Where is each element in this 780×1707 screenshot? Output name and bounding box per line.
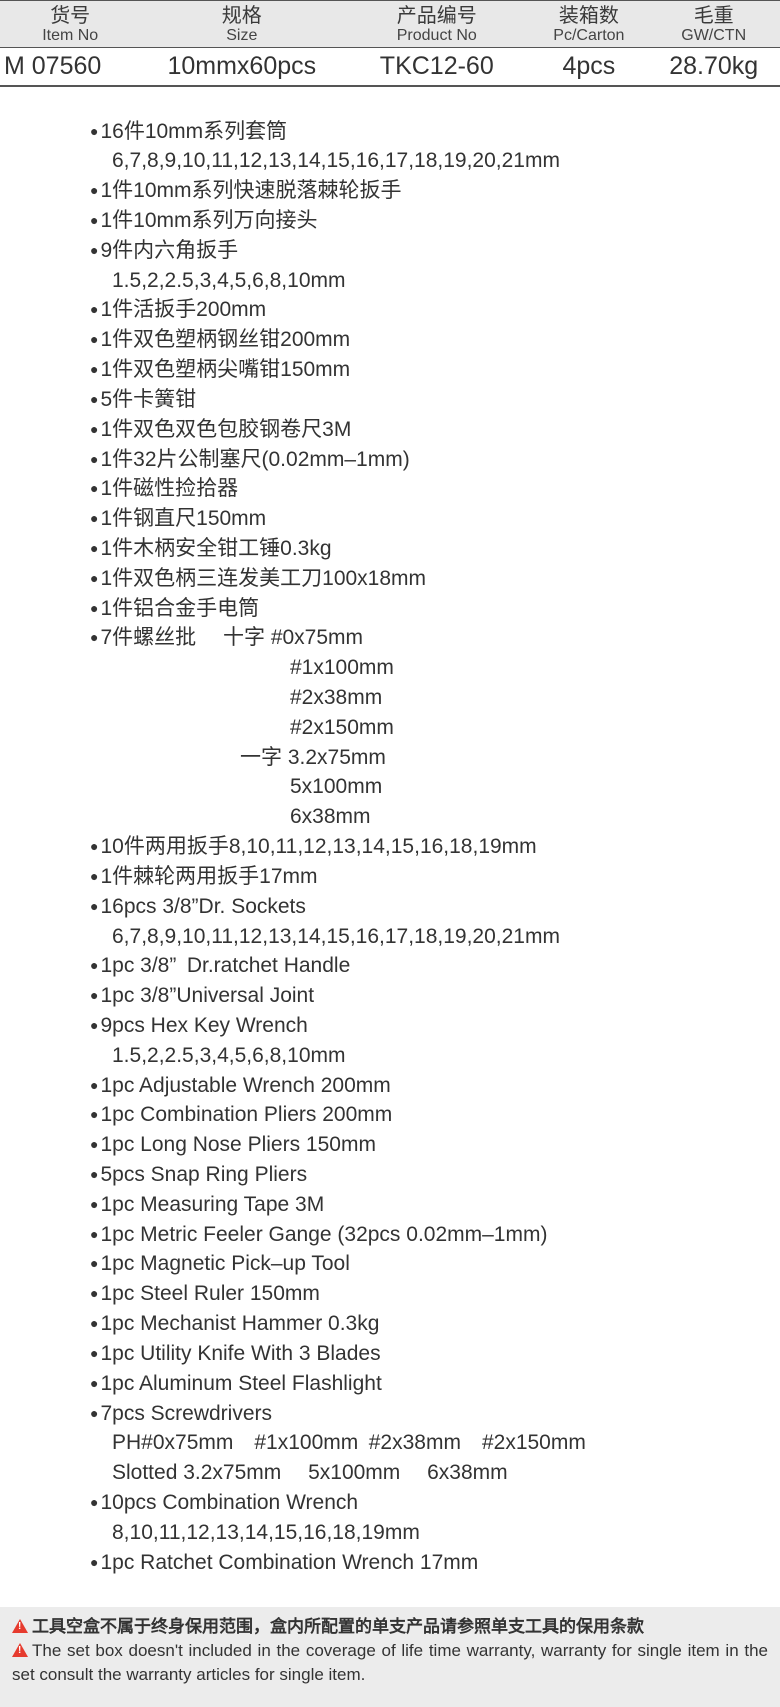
- header-cell: 毛重GW/CTN: [647, 1, 780, 47]
- spec-list: 16件10mm系列套筒6,7,8,9,10,11,12,13,14,15,16,…: [0, 87, 780, 1608]
- spec-line: 1pc Measuring Tape 3M: [90, 1190, 780, 1220]
- spec-line: 1pc 3/8” Dr.ratchet Handle: [90, 951, 780, 981]
- spec-line: 1pc Metric Feeler Gange (32pcs 0.02mm–1m…: [90, 1220, 780, 1250]
- gw-cell: 28.70kg: [647, 47, 780, 86]
- header-cell: 装箱数Pc/Carton: [530, 1, 647, 47]
- spec-line: 1件钢直尺150mm: [90, 504, 780, 534]
- spec-line: 6,7,8,9,10,11,12,13,14,15,16,17,18,19,20…: [90, 922, 780, 952]
- spec-line: 1pc Combination Pliers 200mm: [90, 1100, 780, 1130]
- spec-line: 1pc Utility Knife With 3 Blades: [90, 1339, 780, 1369]
- spec-line: 1件铝合金手电筒: [90, 594, 780, 624]
- spec-line: PH#0x75mm #1x100mm #2x38mm #2x150mm: [90, 1428, 780, 1458]
- spec-line: 1件磁性捡拾器: [90, 474, 780, 504]
- spec-line: 1件双色塑柄钢丝钳200mm: [90, 325, 780, 355]
- spec-line: 6,7,8,9,10,11,12,13,14,15,16,17,18,19,20…: [90, 146, 780, 176]
- spec-line: 一字 3.2x75mm: [90, 743, 780, 773]
- item-no-cell: M 07560: [0, 47, 140, 86]
- spec-line: 1件木柄安全钳工锤0.3kg: [90, 534, 780, 564]
- spec-line: 10pcs Combination Wrench: [90, 1488, 780, 1518]
- spec-data-row: M 07560 10mmx60pcs TKC12-60 4pcs 28.70kg: [0, 47, 780, 87]
- warning-icon: [12, 1643, 28, 1657]
- spec-line: 1件32片公制塞尺(0.02mm–1mm): [90, 445, 780, 475]
- footer-en: The set box doesn't included in the cove…: [12, 1641, 768, 1684]
- spec-line: #1x100mm: [90, 653, 780, 683]
- spec-line: 1件10mm系列万向接头: [90, 206, 780, 236]
- warranty-footer: 工具空盒不属于终身保用范围，盒内所配置的单支产品请参照单支工具的保用条款 The…: [0, 1607, 780, 1706]
- header-cell: 规格Size: [140, 1, 343, 47]
- spec-line: 1件棘轮两用扳手17mm: [90, 862, 780, 892]
- size-cell: 10mmx60pcs: [140, 47, 343, 86]
- carton-cell: 4pcs: [530, 47, 647, 86]
- header-cell: 产品编号Product No: [343, 1, 530, 47]
- spec-line: 1pc Steel Ruler 150mm: [90, 1279, 780, 1309]
- spec-line: 1件双色塑柄尖嘴钳150mm: [90, 355, 780, 385]
- spec-line: 9pcs Hex Key Wrench: [90, 1011, 780, 1041]
- spec-line: 1pc Adjustable Wrench 200mm: [90, 1071, 780, 1101]
- spec-line: 1.5,2,2.5,3,4,5,6,8,10mm: [90, 266, 780, 296]
- spec-line: 5件卡簧钳: [90, 385, 780, 415]
- spec-line: 6x38mm: [90, 802, 780, 832]
- spec-line: 1pc Mechanist Hammer 0.3kg: [90, 1309, 780, 1339]
- spec-line: #2x38mm: [90, 683, 780, 713]
- spec-line: 1件10mm系列快速脱落棘轮扳手: [90, 176, 780, 206]
- spec-line: 1pc Magnetic Pick–up Tool: [90, 1249, 780, 1279]
- spec-line: 7件螺丝批 十字 #0x75mm: [90, 623, 780, 653]
- spec-line: Slotted 3.2x75mm 5x100mm 6x38mm: [90, 1458, 780, 1488]
- product-no-cell: TKC12-60: [343, 47, 530, 86]
- spec-line: 1件活扳手200mm: [90, 295, 780, 325]
- header-cell: 货号Item No: [0, 1, 140, 47]
- spec-line: 1.5,2,2.5,3,4,5,6,8,10mm: [90, 1041, 780, 1071]
- spec-line: 8,10,11,12,13,14,15,16,18,19mm: [90, 1518, 780, 1548]
- spec-line: 1pc Aluminum Steel Flashlight: [90, 1369, 780, 1399]
- spec-line: 1件双色双色包胶钢卷尺3M: [90, 415, 780, 445]
- spec-line: 7pcs Screwdrivers: [90, 1399, 780, 1429]
- spec-line: 10件两用扳手8,10,11,12,13,14,15,16,18,19mm: [90, 832, 780, 862]
- spec-line: 1pc Ratchet Combination Wrench 17mm: [90, 1548, 780, 1578]
- warning-icon: [12, 1619, 28, 1633]
- spec-line: 1pc Long Nose Pliers 150mm: [90, 1130, 780, 1160]
- spec-line: 1pc 3/8”Universal Joint: [90, 981, 780, 1011]
- footer-cn: 工具空盒不属于终身保用范围，盒内所配置的单支产品请参照单支工具的保用条款: [32, 1617, 644, 1636]
- spec-line: 5x100mm: [90, 772, 780, 802]
- spec-line: 16件10mm系列套筒: [90, 117, 780, 147]
- spec-line: 16pcs 3/8”Dr. Sockets: [90, 892, 780, 922]
- spec-line: 1件双色柄三连发美工刀100x18mm: [90, 564, 780, 594]
- spec-line: #2x150mm: [90, 713, 780, 743]
- spec-header-table: 货号Item No规格Size产品编号Product No装箱数Pc/Carto…: [0, 0, 780, 47]
- spec-line: 5pcs Snap Ring Pliers: [90, 1160, 780, 1190]
- spec-line: 9件内六角扳手: [90, 236, 780, 266]
